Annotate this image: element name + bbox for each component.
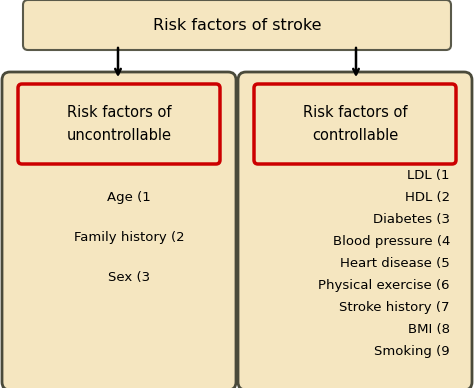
Text: Physical exercise (6: Physical exercise (6 <box>319 279 450 291</box>
Text: Sex (3: Sex (3 <box>108 272 150 284</box>
Text: Stroke history (7: Stroke history (7 <box>339 300 450 314</box>
FancyBboxPatch shape <box>238 72 472 388</box>
Text: Risk factors of
uncontrollable: Risk factors of uncontrollable <box>66 106 172 143</box>
FancyBboxPatch shape <box>254 84 456 164</box>
Text: Diabetes (3: Diabetes (3 <box>373 213 450 225</box>
Text: Age (1: Age (1 <box>107 192 151 204</box>
Text: BMI (8: BMI (8 <box>408 322 450 336</box>
Text: Heart disease (5: Heart disease (5 <box>340 256 450 270</box>
Text: Family history (2: Family history (2 <box>73 232 184 244</box>
Text: Blood pressure (4: Blood pressure (4 <box>333 234 450 248</box>
FancyBboxPatch shape <box>2 72 236 388</box>
Text: Risk factors of stroke: Risk factors of stroke <box>153 17 321 33</box>
FancyBboxPatch shape <box>18 84 220 164</box>
Text: Risk factors of
controllable: Risk factors of controllable <box>303 106 407 143</box>
Text: LDL (1: LDL (1 <box>408 168 450 182</box>
Text: Smoking (9: Smoking (9 <box>374 345 450 357</box>
Text: HDL (2: HDL (2 <box>405 191 450 203</box>
FancyBboxPatch shape <box>23 0 451 50</box>
